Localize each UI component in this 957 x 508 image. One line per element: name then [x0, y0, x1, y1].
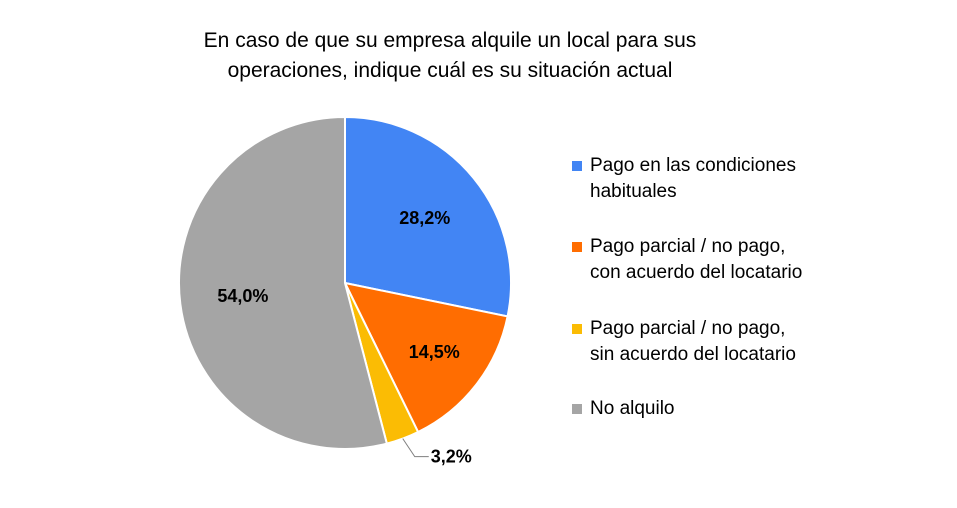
legend-label-line: sin acuerdo del locatario	[590, 344, 796, 365]
legend-label-line: con acuerdo del locatario	[590, 262, 803, 283]
slice-condiciones-habituales	[344, 115, 512, 318]
slice-no-alquilo	[178, 115, 389, 450]
legend-swatch-con-acuerdo	[572, 242, 582, 252]
data-label: 28,2%	[399, 208, 450, 228]
data-label: 54,0%	[217, 286, 268, 306]
data-label: 14,5%	[409, 342, 460, 362]
chart-title-line-2: operaciones, indique cuál es su situació…	[227, 59, 673, 82]
chart-title-line-1: En caso de que su empresa alquile un loc…	[203, 29, 697, 52]
chart-title: En caso de que su empresa alquile un loc…	[180, 26, 720, 86]
legend-label-line: habituales	[590, 181, 677, 202]
legend-label-line: Pago en las condiciones	[590, 155, 796, 176]
leader-line	[402, 438, 429, 458]
legend-label-line: Pago parcial / no pago,	[590, 236, 786, 257]
data-label: 3,2%	[431, 447, 472, 467]
legend-label-line: Pago parcial / no pago,	[590, 318, 786, 339]
legend-swatch-sin-acuerdo	[572, 324, 582, 334]
legend-swatch-condiciones-habituales	[572, 161, 582, 171]
slice-con-acuerdo	[343, 281, 509, 434]
legend-swatch-no-alquilo	[572, 404, 582, 414]
legend-label-line: No alquilo	[590, 398, 675, 419]
